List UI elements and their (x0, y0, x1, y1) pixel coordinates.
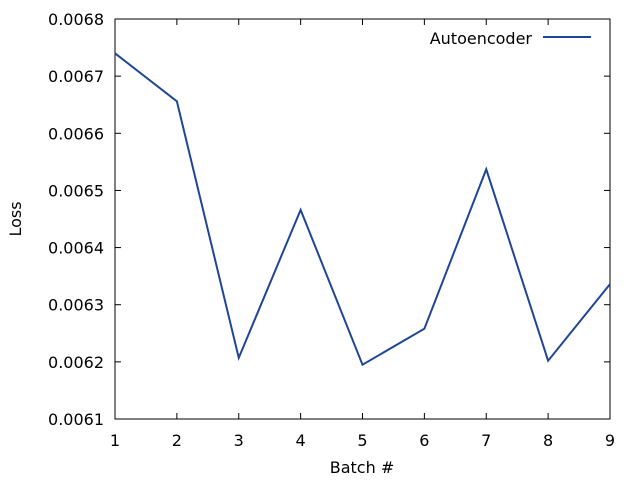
x-tick-label: 7 (481, 431, 491, 450)
y-tick-label: 0.0066 (48, 124, 104, 143)
x-tick-label: 6 (419, 431, 429, 450)
y-tick-label: 0.0068 (48, 10, 104, 29)
y-tick-label: 0.0062 (48, 353, 104, 372)
x-axis-title: Batch # (330, 458, 394, 477)
series-line-0 (114, 52, 611, 367)
legend: Autoencoder (430, 29, 591, 48)
x-tick-label: 2 (172, 431, 182, 450)
x-tick-label: 9 (605, 431, 615, 450)
x-axis: 1 2 3 4 5 6 7 8 9 (110, 19, 615, 450)
y-axis-title: Loss (6, 201, 25, 236)
x-tick-label: 8 (543, 431, 553, 450)
y-tick-label: 0.0067 (48, 67, 104, 86)
y-tick-label: 0.0063 (48, 296, 104, 315)
y-axis: 0.0061 0.0062 0.0063 0.0064 0.0065 0.0066 0.00… (48, 10, 610, 429)
x-tick-label: 5 (357, 431, 367, 450)
y-tick-label: 0.0064 (48, 239, 104, 258)
plot-frame (114, 18, 611, 420)
x-tick-label: 4 (296, 431, 306, 450)
y-tick-label: 0.0065 (48, 181, 104, 200)
x-tick-label: 3 (234, 431, 244, 450)
y-tick-label: 0.0061 (48, 410, 104, 429)
legend-label: Autoencoder (430, 29, 533, 48)
series-layer (114, 52, 611, 367)
x-tick-label: 1 (110, 431, 120, 450)
